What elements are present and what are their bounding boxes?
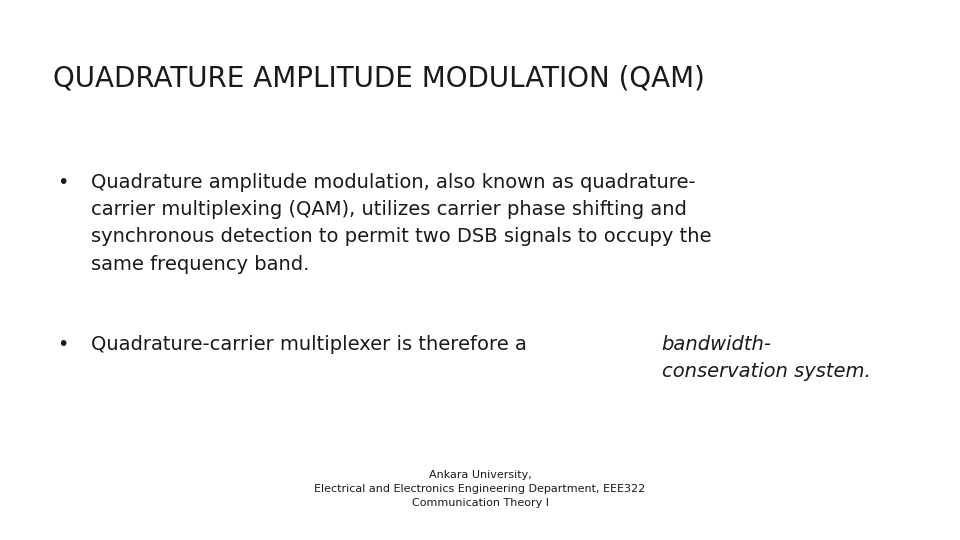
Text: Quadrature-carrier multiplexer is therefore a: Quadrature-carrier multiplexer is theref… — [91, 335, 534, 354]
Text: bandwidth-
conservation system.: bandwidth- conservation system. — [661, 335, 871, 381]
Text: Ankara University,
Electrical and Electronics Engineering Department, EEE322
Com: Ankara University, Electrical and Electr… — [314, 470, 646, 508]
Text: Quadrature amplitude modulation, also known as quadrature-
carrier multiplexing : Quadrature amplitude modulation, also kn… — [91, 173, 711, 274]
Text: •: • — [57, 173, 68, 192]
Text: •: • — [57, 335, 68, 354]
Text: QUADRATURE AMPLITUDE MODULATION (QAM): QUADRATURE AMPLITUDE MODULATION (QAM) — [53, 65, 705, 93]
